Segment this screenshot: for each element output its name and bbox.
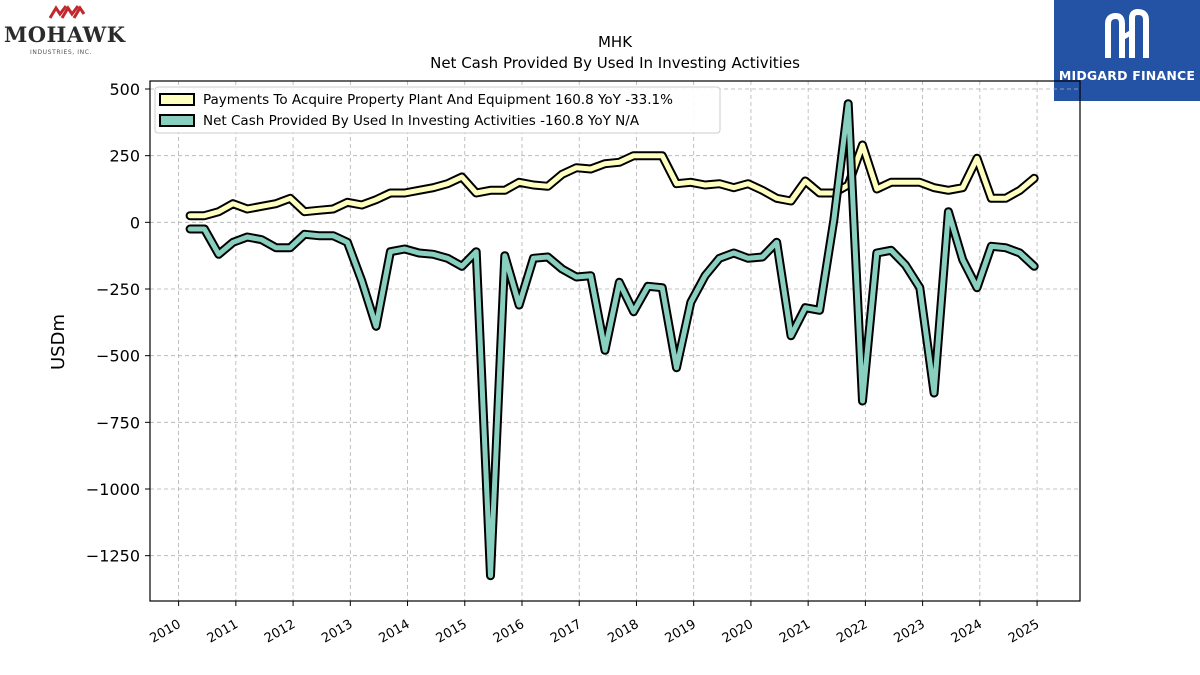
y-tick-label: 250 [109, 147, 140, 166]
y-axis: 500 250 0 −250 −500 −750 −1000 −1250 [86, 80, 150, 566]
mohawk-logo-name: MOHAWK [4, 22, 126, 47]
y-tick-label: −250 [96, 280, 140, 299]
x-tick-label: 2012 [262, 617, 298, 647]
chart-title: MHK [598, 33, 633, 51]
x-tick-label: 2018 [605, 617, 641, 647]
y-tick-label: 500 [109, 80, 140, 99]
x-tick-label: 2019 [663, 617, 699, 647]
midgard-logo: MIDGARD FINANCE [1054, 0, 1200, 101]
x-tick-label: 2017 [548, 617, 584, 647]
x-tick-label: 2022 [834, 617, 870, 647]
x-tick-label: 2021 [777, 617, 813, 647]
x-tick-label: 2010 [148, 617, 184, 647]
legend-swatch-investing [159, 114, 195, 127]
y-tick-label: −1250 [86, 547, 140, 566]
midgard-logo-name: MIDGARD FINANCE [1058, 68, 1196, 83]
x-tick-label: 2024 [949, 617, 985, 647]
plot-frame [149, 80, 1081, 602]
x-tick-label: 2023 [892, 617, 928, 647]
mohawk-mark-icon [48, 5, 86, 19]
y-axis-label: USDm [48, 314, 69, 370]
chart-subtitle: Net Cash Provided By Used In Investing A… [430, 54, 800, 72]
y-tick-label: 0 [130, 213, 140, 232]
legend-swatch-capex [159, 93, 195, 106]
legend: Payments To Acquire Property Plant And E… [154, 86, 721, 134]
y-tick-label: −500 [96, 347, 140, 366]
x-tick-label: 2014 [376, 617, 412, 647]
legend-label-investing: Net Cash Provided By Used In Investing A… [203, 113, 640, 129]
mohawk-logo-subtitle: INDUSTRIES, INC. [30, 49, 93, 56]
y-tick-label: −1000 [86, 480, 140, 499]
series-line-investing-outline [185, 99, 1039, 581]
x-tick-label: 2020 [720, 617, 756, 647]
series-line-capex [187, 142, 1037, 219]
series-line-investing [187, 101, 1037, 579]
midgard-mark-icon [1105, 8, 1149, 58]
x-axis: 2010 2011 2012 2013 2014 2015 2016 2017 2018 2019… [148, 601, 1042, 647]
x-tick-label: 2016 [491, 617, 527, 647]
series-layer [185, 99, 1039, 581]
x-tick-label: 2015 [434, 617, 470, 647]
y-tick-label: −750 [96, 413, 140, 432]
legend-box [154, 86, 721, 134]
x-tick-label: 2013 [319, 617, 355, 647]
x-tick-label: 2025 [1006, 617, 1042, 647]
x-tick-label: 2011 [205, 617, 241, 647]
mohawk-logo: MOHAWK INDUSTRIES, INC. [4, 4, 132, 60]
legend-label-capex: Payments To Acquire Property Plant And E… [203, 92, 673, 108]
